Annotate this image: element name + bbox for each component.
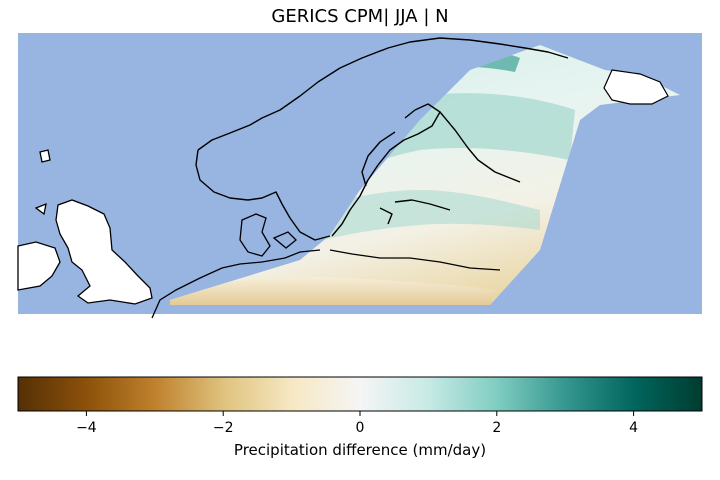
colorbar-tick-label: 2 (492, 420, 502, 436)
map-title: GERICS CPM| JJA | N (271, 6, 449, 27)
colorbar-tick-label: 0 (355, 420, 365, 436)
colorbar-tick-label: −2 (212, 420, 234, 436)
british-isles (17, 149, 153, 305)
colorbar-tick-label: 4 (629, 420, 639, 436)
scandinavia-coastlines (195, 37, 569, 241)
colorbar-label: Precipitation difference (mm/day) (233, 441, 487, 459)
colorbar (17, 376, 703, 412)
colorbar-ticks (85, 411, 635, 416)
colorbar-tick-label: −4 (76, 420, 97, 436)
continent-coastlines (151, 213, 501, 319)
kola-peninsula (603, 69, 669, 105)
